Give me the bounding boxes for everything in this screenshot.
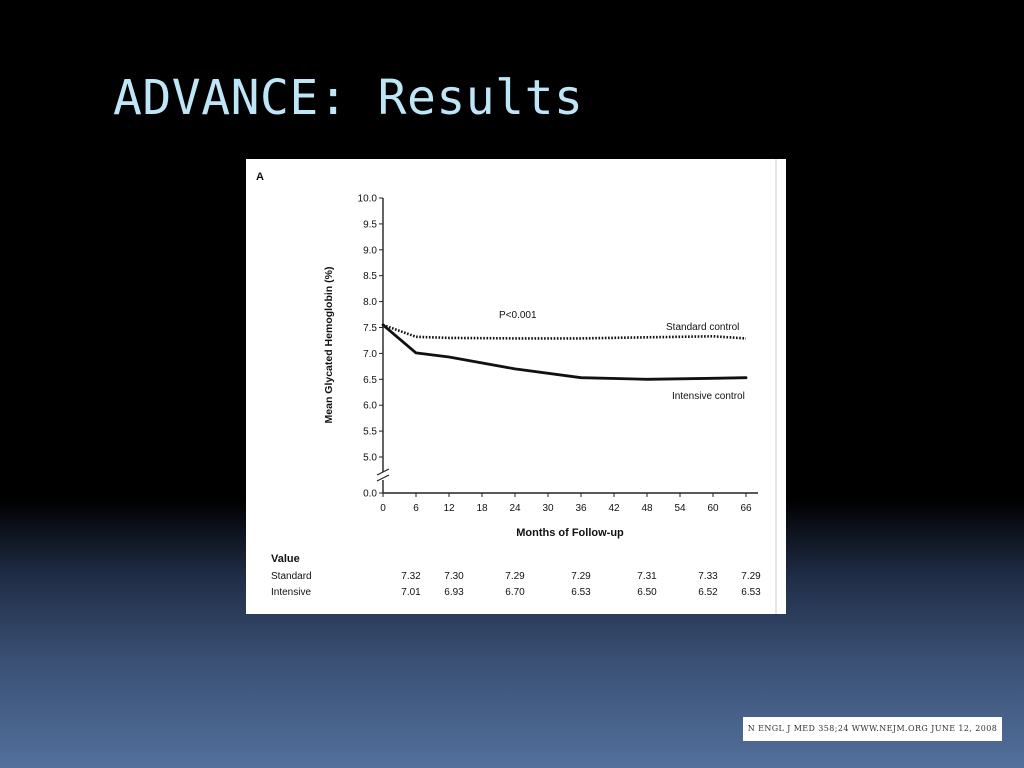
- series-line-standard: [382, 323, 747, 340]
- x-tick-label: 6: [413, 503, 419, 514]
- y-tick-label: 9.0: [363, 245, 377, 256]
- x-tick-label: 42: [608, 503, 620, 514]
- value-cell: 6.93: [444, 587, 464, 598]
- y-tick-label: 5.5: [363, 427, 377, 438]
- value-cell: 6.70: [505, 587, 525, 598]
- legend-standard-control: Standard control: [666, 322, 739, 333]
- axis-break-mark-2: [376, 474, 390, 482]
- chart-figure: A 0.0 5.0 5.5 6.0 6.5 7.0 7.5 8.0 8.5 9.0 9.5 10.0 …: [246, 159, 786, 614]
- x-axis-label: Months of Follow-up: [516, 527, 624, 539]
- value-cell: 6.52: [698, 587, 718, 598]
- series-line-intensive: [381, 323, 748, 381]
- x-tick-label: 54: [674, 503, 686, 514]
- value-cell: 6.50: [637, 587, 657, 598]
- value-cell: 7.29: [571, 571, 591, 582]
- y-tick-label: 9.5: [363, 219, 377, 230]
- value-cell: 7.01: [401, 587, 421, 598]
- value-cell: 7.29: [505, 571, 525, 582]
- x-tick-label: 18: [476, 503, 488, 514]
- p-value-annotation: P<0.001: [499, 310, 537, 321]
- value-row-label-standard: Standard: [271, 571, 312, 582]
- y-tick-label: 7.5: [363, 323, 377, 334]
- y-tick-label: 6.0: [363, 401, 377, 412]
- x-tick-label: 12: [443, 503, 455, 514]
- y-tick-label: 7.0: [363, 349, 377, 360]
- y-tick-label: 6.5: [363, 375, 377, 386]
- y-tick-label: 10.0: [358, 194, 378, 205]
- x-tick-label: 30: [542, 503, 554, 514]
- y-axis-ticks: 0.0 5.0 5.5 6.0 6.5 7.0 7.5 8.0 8.5 9.0 9.5 10.0: [358, 194, 383, 500]
- value-cell: 6.53: [571, 587, 591, 598]
- x-tick-label: 36: [575, 503, 587, 514]
- value-table: 7.32 7.30 7.29 7.29 7.31 7.33 7.29 7.01 6.93 6.70…: [401, 571, 761, 598]
- value-cell: 7.29: [741, 571, 761, 582]
- x-tick-label: 66: [740, 503, 752, 514]
- chart-axes: [376, 198, 758, 494]
- x-tick-label: 0: [380, 503, 386, 514]
- value-cell: 7.30: [444, 571, 464, 582]
- value-row-label-intensive: Intensive: [271, 587, 311, 598]
- value-table-heading: Value: [271, 553, 300, 565]
- slide-title: ADVANCE: Results: [113, 70, 584, 126]
- hba1c-line-chart: A 0.05.05.56.06.57.07.58.08.59.09.510.0 …: [256, 159, 777, 614]
- y-tick-label: 0.0: [363, 489, 377, 500]
- x-axis-ticks: 0 6 12 18 24 30 36 42 48 54 60 66: [380, 493, 752, 514]
- value-cell: 7.33: [698, 571, 718, 582]
- x-tick-label: 24: [509, 503, 521, 514]
- x-tick-label: 48: [641, 503, 653, 514]
- y-axis-label: Mean Glycated Hemoglobin (%): [323, 267, 335, 424]
- axis-break-mark-1: [376, 468, 390, 476]
- value-cell: 7.31: [637, 571, 657, 582]
- value-cell: 6.53: [741, 587, 761, 598]
- chart-series: [381, 323, 748, 381]
- y-tick-label: 8.5: [363, 271, 377, 282]
- y-tick-label: 5.0: [363, 453, 377, 464]
- legend-intensive-control: Intensive control: [672, 391, 745, 402]
- panel-label: A: [256, 171, 264, 183]
- journal-citation: N ENGL J MED 358;24 WWW.NEJM.ORG JUNE 12…: [743, 717, 1002, 741]
- y-tick-label: 8.0: [363, 297, 377, 308]
- value-cell: 7.32: [401, 571, 421, 582]
- x-tick-label: 60: [707, 503, 719, 514]
